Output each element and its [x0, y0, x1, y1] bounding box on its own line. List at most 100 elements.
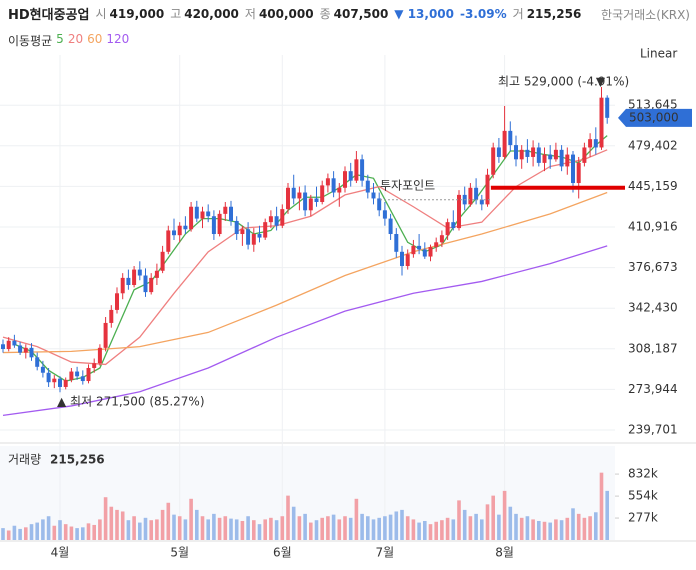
volume-bar — [462, 509, 467, 540]
candle-body — [109, 309, 114, 323]
volume-bar — [269, 517, 273, 540]
candle-body — [525, 149, 530, 157]
y-tick-label: 513,645 — [628, 98, 678, 112]
quote-value: 215,256 — [526, 6, 582, 21]
volume-bar — [286, 495, 290, 540]
y-tick-label: 376,673 — [628, 260, 678, 274]
volume-bar — [41, 519, 45, 540]
candle-body — [400, 251, 404, 267]
volume-bar — [405, 516, 410, 540]
candle-body — [120, 277, 125, 294]
volume-bar — [320, 517, 324, 540]
candle-body — [29, 347, 34, 358]
volume-bar — [217, 517, 222, 540]
volume-bar — [252, 520, 256, 540]
volume-bar — [155, 519, 159, 540]
price-panel — [0, 55, 615, 440]
volume-bar — [143, 517, 148, 540]
candle-body — [576, 162, 581, 184]
candle-body — [371, 192, 376, 199]
ma-legend-entry: 60 — [87, 32, 103, 46]
quote-label: 시 — [95, 7, 107, 21]
volume-bar — [35, 522, 39, 540]
volume-bar — [120, 511, 125, 540]
volume-bar — [166, 502, 171, 540]
volume-bar — [542, 521, 547, 540]
candle-body — [337, 187, 342, 193]
quote-header: HD현대중공업 시 419,000 고 420,000 저 400,000 종 407,500… — [8, 4, 582, 24]
candle-body — [502, 130, 507, 157]
candle-body — [251, 234, 256, 245]
volume-bar — [126, 520, 131, 540]
candle-body — [92, 363, 97, 368]
volume-bar — [423, 520, 427, 540]
candle-body — [40, 366, 45, 373]
candle-body — [52, 378, 57, 383]
candle-body — [286, 187, 290, 210]
ma-legend-entry: 20 — [67, 32, 84, 46]
candle-body — [571, 154, 575, 184]
y-tick-label: 308,187 — [628, 341, 678, 355]
volume-bar — [183, 519, 188, 540]
volume-bar — [474, 513, 478, 540]
volume-bar — [491, 495, 495, 540]
candle-body — [303, 192, 308, 211]
candle-body — [496, 147, 501, 157]
candle-body — [97, 347, 102, 364]
quote-value: 407,500 — [333, 6, 389, 21]
volume-bar — [314, 520, 319, 540]
volume-bar — [548, 522, 552, 540]
volume-bar — [52, 525, 57, 540]
y-tick-label: 342,430 — [628, 301, 678, 315]
candle-body — [394, 234, 399, 252]
volume-bar — [63, 524, 68, 540]
y-tick-label: 445,159 — [628, 179, 678, 193]
volume-bar — [1, 528, 5, 540]
candle-body — [451, 222, 456, 229]
candle-body — [246, 229, 251, 245]
volume-bar — [394, 511, 399, 540]
volume-bar — [411, 519, 416, 540]
candle-body — [417, 245, 422, 250]
exchange: 한국거래소(KRX) — [601, 8, 690, 22]
candle-body — [468, 187, 473, 205]
x-tick-label: 4월 — [51, 546, 70, 560]
volume-bar — [92, 524, 96, 540]
price-change: ▼ 13,000 — [394, 6, 455, 21]
candle-body — [69, 371, 74, 380]
volume-bar — [565, 517, 570, 540]
volume-bar — [280, 516, 285, 540]
volume-bar — [331, 514, 336, 540]
candle-body — [382, 210, 387, 219]
candle-body — [6, 340, 11, 350]
y-tick-label: 239,701 — [628, 423, 678, 437]
volume-bar — [525, 516, 530, 540]
candle-body — [1, 344, 5, 350]
candle-body — [439, 235, 444, 243]
candle-body — [211, 216, 216, 235]
quote-label: 저 — [244, 7, 256, 21]
volume-bar — [445, 517, 450, 540]
candle-body — [75, 371, 80, 377]
volume-bar — [86, 523, 91, 540]
x-tick-label: 8월 — [495, 546, 514, 560]
candle-body — [172, 230, 176, 236]
x-tick-label: 6월 — [273, 546, 292, 560]
candle-body — [320, 185, 325, 203]
volume-bar — [451, 519, 456, 540]
candle-body — [457, 194, 461, 229]
volume-bar — [240, 520, 245, 540]
last-price-box — [618, 108, 692, 127]
volume-bar — [497, 514, 501, 540]
candle-body — [388, 218, 393, 235]
volume-bar — [132, 516, 136, 540]
volume-bar — [434, 521, 438, 540]
candle-body — [565, 154, 570, 167]
candle-body — [599, 97, 604, 148]
candle-body — [291, 187, 296, 199]
candle-body — [485, 174, 490, 205]
volume-bar — [502, 490, 507, 540]
x-tick-label: 7월 — [376, 546, 395, 560]
